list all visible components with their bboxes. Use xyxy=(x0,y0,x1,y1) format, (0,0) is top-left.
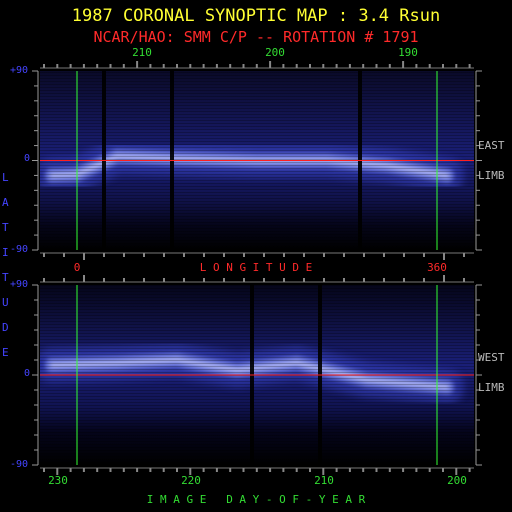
latitude-axis-letter: E xyxy=(2,346,9,359)
top-axis-tick-label: 210 xyxy=(132,46,152,59)
top-axis-tick-label: 200 xyxy=(265,46,285,59)
longitude-start-label: 0 xyxy=(73,261,81,274)
lat-tick-label: -90 xyxy=(10,244,29,255)
lat-tick-label: +90 xyxy=(10,279,29,290)
longitude-axis-label: L O N G I T U D E xyxy=(199,261,313,274)
bottom-axis-label: I M A G E D A Y - O F - Y E A R xyxy=(146,493,366,506)
latitude-axis-letter: U xyxy=(2,296,9,309)
latitude-axis-letter: T xyxy=(2,221,9,234)
bottom-axis-tick-label: 230 xyxy=(48,474,68,487)
bottom-axis-tick-label: 220 xyxy=(181,474,201,487)
chart-title: 1987 CORONAL SYNOPTIC MAP : 3.4 Rsun xyxy=(71,6,441,26)
lat-tick-label: +90 xyxy=(10,65,29,76)
east-limb-label: LIMB xyxy=(478,169,505,182)
west-limb-label: LIMB xyxy=(478,381,505,394)
lat-tick-label: -90 xyxy=(10,459,29,470)
chart-subtitle: NCAR/HAO: SMM C/P -- ROTATION # 1791 xyxy=(93,28,419,46)
latitude-axis-letter: I xyxy=(2,246,9,259)
bottom-axis-tick-label: 210 xyxy=(314,474,334,487)
latitude-axis-letter: T xyxy=(2,271,9,284)
bottom-axis-tick-label: 200 xyxy=(447,474,467,487)
longitude-end-label: 360 xyxy=(427,261,447,274)
lat-tick-label: 0 xyxy=(24,153,31,164)
latitude-axis-letter: D xyxy=(2,321,9,334)
latitude-axis-letter: L xyxy=(2,171,9,184)
latitude-axis-letter: A xyxy=(2,196,9,209)
east-label: EAST xyxy=(478,139,505,152)
west-label: WEST xyxy=(478,351,505,364)
top-axis-tick-label: 190 xyxy=(398,46,418,59)
lat-tick-label: 0 xyxy=(24,368,31,379)
